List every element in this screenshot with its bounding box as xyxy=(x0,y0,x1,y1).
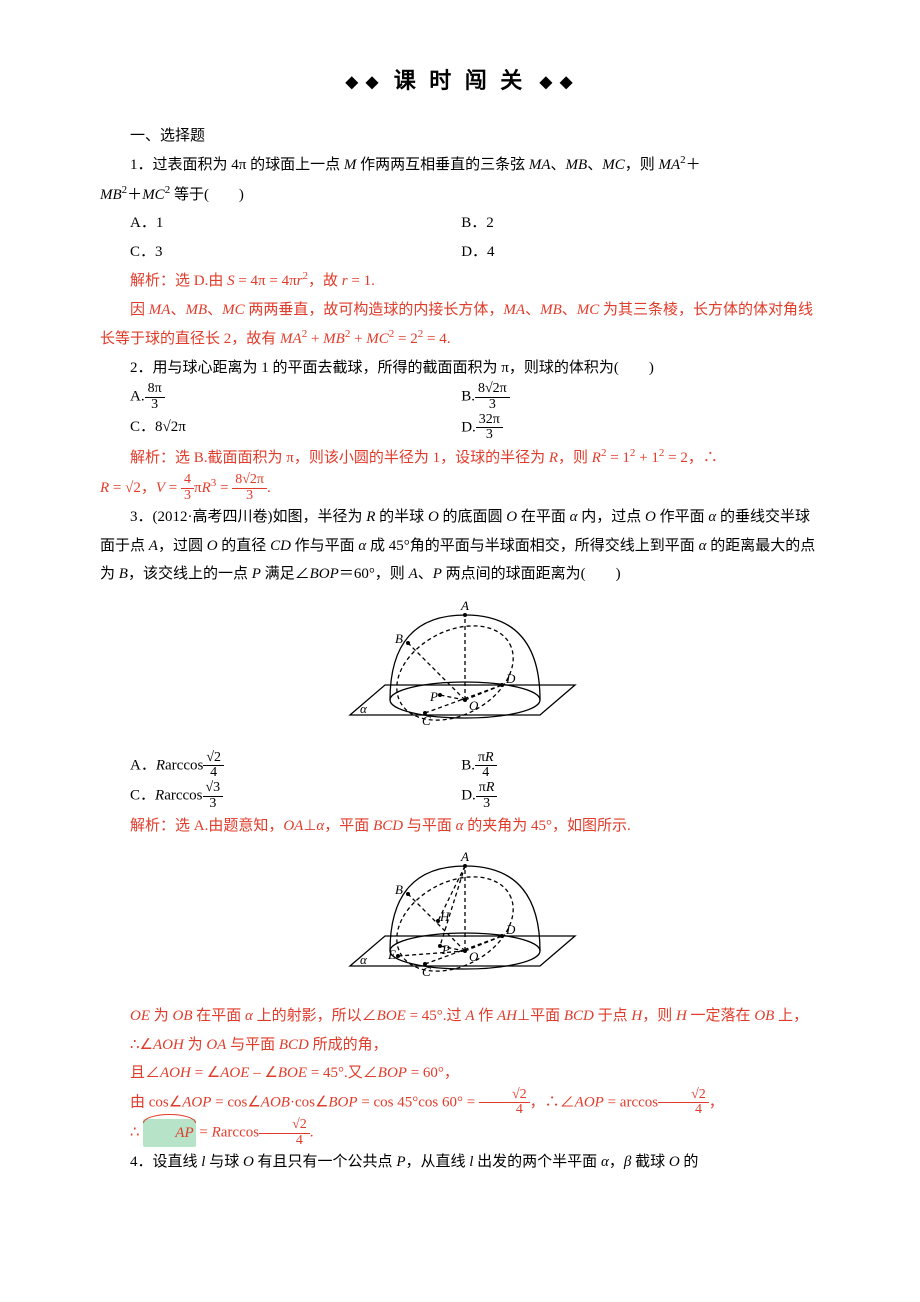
q1-stem-line2: MB2＋MC2 等于( ) xyxy=(100,180,820,210)
svg-text:α: α xyxy=(360,952,368,967)
svg-text:O: O xyxy=(469,949,479,964)
q1-options: A．1 B．2 C．3 D．4 xyxy=(130,209,820,266)
svg-text:D: D xyxy=(505,922,516,937)
svg-text:P: P xyxy=(441,942,450,957)
q3-sol-1: 解析：选 A.由题意知，OA⊥α，平面 BCD 与平面 α 的夹角为 45°，如… xyxy=(100,812,820,841)
q3-optD: D.πR3 xyxy=(461,781,792,811)
q1-optD: D．4 xyxy=(461,238,792,267)
svg-text:C: C xyxy=(422,964,431,979)
q3-figure-2: A B D O P C E H α xyxy=(330,846,590,996)
q3-figure-1: A B D O P C α xyxy=(330,595,590,745)
svg-text:A: A xyxy=(460,849,469,864)
svg-text:A: A xyxy=(460,598,469,613)
q1-optA: A．1 xyxy=(130,209,461,238)
q2-options: A.8π3 B.8√2π3 C．8√2π D.32π3 xyxy=(130,382,820,443)
q2-solution-2: R = √2，V = 43πR3 = 8√2π3. xyxy=(100,473,820,504)
q2-solution-1: 解析：选 B.截面面积为 π，则该小圆的半径为 1，设球的半径为 R，则 R2 … xyxy=(100,443,820,473)
svg-text:α: α xyxy=(360,701,368,716)
q4-stem: 4．设直线 l 与球 O 有且只有一个公共点 P，从直线 l 出发的两个半平面 … xyxy=(100,1148,820,1177)
q1-solution-2: 因 MA、MB、MC 两两垂直，故可构造球的内接长方体，MA、MB、MC 为其三… xyxy=(100,296,820,354)
q3-options: A．Rarccos√24 B.πR4 C．Rarccos√33 D.πR3 xyxy=(130,751,820,812)
svg-text:O: O xyxy=(469,698,479,713)
q3-sol-4: 且∠AOH = ∠AOE – ∠BOE = 45°.又∠BOP = 60°， xyxy=(100,1059,820,1088)
q2-optB: B.8√2π3 xyxy=(461,382,792,412)
q3-sol-2: OE 为 OB 在平面 α 上的射影，所以∠BOE = 45°.过 A 作 AH… xyxy=(100,1002,820,1031)
page-title: ◆ ◆ 课 时 闯 关 ◆ ◆ xyxy=(100,60,820,102)
arc-ap: AP xyxy=(143,1119,195,1148)
q2-optD: D.32π3 xyxy=(461,413,792,443)
svg-text:C: C xyxy=(422,713,431,728)
svg-text:B: B xyxy=(395,631,403,646)
q1-optC: C．3 xyxy=(130,238,461,267)
svg-text:D: D xyxy=(505,671,516,686)
q1-optB: B．2 xyxy=(461,209,792,238)
q3-optA: A．Rarccos√24 xyxy=(130,751,461,781)
q3-sol-6: ∴ AP = Rarccos√24. xyxy=(100,1118,820,1148)
q1-solution-1: 解析：选 D.由 S = 4π = 4πr2，故 r = 1. xyxy=(100,266,820,296)
diamond-left: ◆ ◆ xyxy=(346,74,381,91)
q3-optB: B.πR4 xyxy=(461,751,792,781)
q2-stem: 2．用与球心距离为 1 的平面去截球，所得的截面面积为 π，则球的体积为( ) xyxy=(100,354,820,383)
q2-optC: C．8√2π xyxy=(130,413,461,443)
q3-optC: C．Rarccos√33 xyxy=(130,781,461,811)
q2-optA: A.8π3 xyxy=(130,382,461,412)
q3-sol-5: 由 cos∠AOP = cos∠AOB·cos∠BOP = cos 45°cos… xyxy=(100,1088,820,1118)
svg-text:P: P xyxy=(429,689,438,704)
q1-stem: 1．过表面积为 4π 的球面上一点 M 作两两互相垂直的三条弦 MA、MB、MC… xyxy=(100,150,820,180)
q3-stem: 3．(2012·高考四川卷)如图，半径为 R 的半球 O 的底面圆 O 在平面 … xyxy=(100,503,820,589)
svg-text:B: B xyxy=(395,882,403,897)
diamond-right: ◆ ◆ xyxy=(540,74,575,91)
section-heading: 一、选择题 xyxy=(100,122,820,151)
svg-text:E: E xyxy=(387,947,396,962)
q3-sol-3: ∴∠AOH 为 OA 与平面 BCD 所成的角， xyxy=(100,1031,820,1060)
svg-text:H: H xyxy=(439,909,450,924)
title-text: 课 时 闯 关 xyxy=(394,68,527,93)
